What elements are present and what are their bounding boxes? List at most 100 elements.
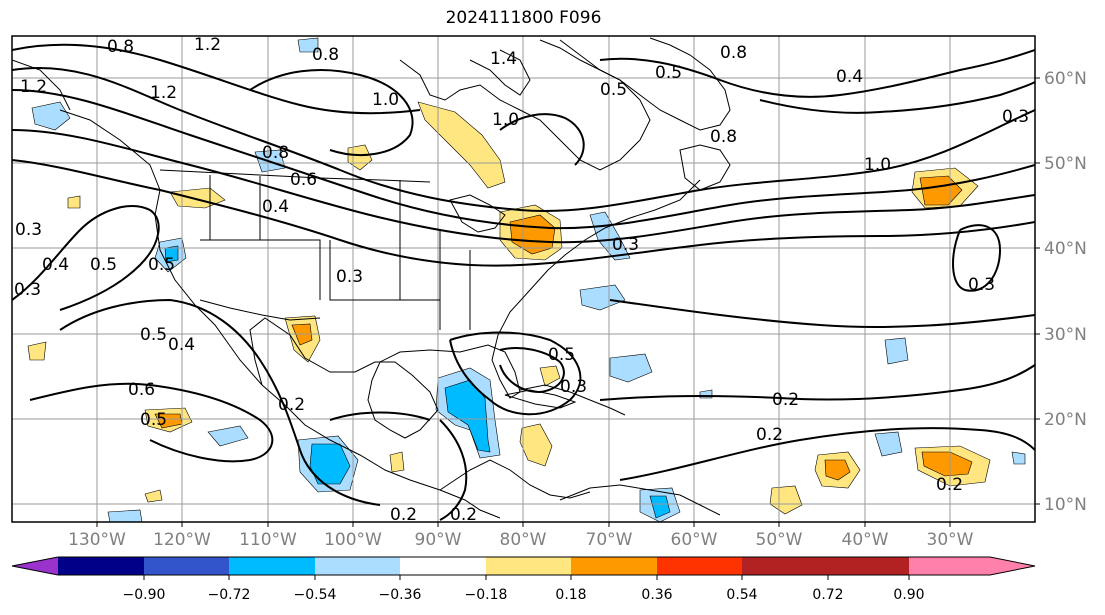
us-state-borders (200, 175, 471, 330)
latitude-label: 60°N (1044, 69, 1087, 89)
contour-label: 0.5 (140, 325, 167, 345)
contour-label: 0.3 (968, 275, 995, 295)
contour-line (759, 81, 1035, 114)
negative-anomaly-patch (297, 37, 319, 53)
contour-label: 0.8 (710, 127, 737, 147)
us-mexico-border (199, 299, 321, 321)
negative-anomaly-patch (207, 425, 249, 447)
colorbar-segment (400, 557, 486, 575)
colorbar-segment (828, 557, 909, 575)
latitude-label: 40°N (1044, 239, 1087, 259)
contour-label: 0.5 (548, 345, 575, 365)
contour-label: 0.2 (390, 505, 417, 525)
negative-anomaly-patch (874, 431, 903, 457)
colorbar-tick-label: −0.18 (465, 587, 508, 603)
longitude-label: 50°W (756, 530, 803, 550)
contour-line (12, 129, 1035, 244)
colorbar: −0.90 −0.72 −0.54 −0.36 −0.18 0.18 0.36 … (11, 556, 1036, 603)
latitude-label: 10°N (1044, 495, 1087, 515)
contour-label: 1.2 (150, 83, 177, 103)
contour-line (609, 299, 1035, 328)
mexico-gulf-coastline (249, 317, 439, 439)
positive-anomaly-patch (417, 101, 506, 189)
colorbar-tick-label: 0.72 (812, 587, 843, 603)
contour-label: 0.8 (262, 143, 289, 163)
coastlines (12, 37, 731, 519)
positive-anomaly-patch (347, 144, 373, 171)
contour-line (12, 67, 1035, 212)
graticule (12, 36, 1035, 522)
colorbar-segment (486, 557, 571, 575)
contour-label: 0.4 (262, 197, 289, 217)
contour-labels: 0.8 1.2 0.8 1.2 1.2 0.8 1.0 1.0 0.8 0.6 … (14, 35, 1029, 525)
contour-line (12, 205, 160, 311)
contour-label: 0.4 (836, 67, 863, 87)
contour-label: 1.0 (492, 110, 519, 130)
contour-label: 1.2 (20, 77, 47, 97)
colorbar-right-extension (990, 557, 1035, 575)
contour-label: 0.6 (290, 170, 317, 190)
contour-label: 0.3 (612, 235, 639, 255)
longitude-label: 110°W (239, 530, 297, 550)
colorbar-segment (58, 557, 144, 575)
latitude-label: 50°N (1044, 154, 1087, 174)
colorbar-segment (909, 557, 990, 575)
shaded-anomalies (27, 37, 1026, 522)
contour-line (449, 331, 582, 416)
negative-anomaly-patch (1011, 451, 1026, 465)
contour-label: 0.2 (278, 395, 305, 415)
colorbar-tick-label: 0.90 (893, 587, 924, 603)
newfoundland (679, 144, 731, 191)
contour-label: 1.0 (372, 90, 399, 110)
longitude-label: 120°W (153, 530, 211, 550)
central-america (439, 459, 591, 499)
contour-label: 0.3 (14, 280, 41, 300)
positive-anomaly-patch (389, 451, 405, 473)
colorbar-left-extension (12, 557, 58, 575)
contour-line (329, 411, 431, 421)
north-america-coastline (59, 109, 501, 519)
positive-anomaly-patch (27, 341, 47, 361)
positive-anomaly-patch (769, 485, 803, 515)
us-canada-border (159, 169, 431, 183)
contour-lines (12, 43, 1035, 521)
positive-anomaly-patch (539, 365, 561, 387)
contour-label: 1.2 (194, 35, 221, 55)
contour-label: 0.5 (655, 63, 682, 83)
contour-line (619, 427, 1035, 481)
contour-label: 0.8 (107, 37, 134, 57)
contour-label: 0.2 (936, 475, 963, 495)
contour-line (499, 347, 565, 394)
contour-line (59, 298, 381, 506)
contour-line (29, 382, 274, 463)
negative-anomaly-patch (649, 495, 671, 519)
contour-label: 1.4 (490, 49, 517, 69)
contour-line (952, 224, 1002, 292)
contour-label: 0.3 (336, 267, 363, 287)
contour-line (599, 49, 1035, 98)
contour-line (599, 364, 1035, 401)
contour-label: 0.5 (148, 255, 175, 275)
contour-label: 1.0 (864, 155, 891, 175)
caribbean-islands (519, 384, 626, 416)
colorbar-tick-label: 0.54 (726, 587, 757, 603)
contour-line (12, 43, 421, 115)
colorbar-ticks (143, 575, 910, 580)
greenland-coast (559, 37, 731, 131)
colorbar-segment (315, 557, 400, 575)
positive-anomaly-patch (919, 175, 963, 206)
contour-line (499, 113, 585, 166)
positive-anomaly-patch (824, 459, 851, 481)
colorbar-tick-label: −0.36 (379, 587, 422, 603)
longitude-label: 30°W (927, 530, 974, 550)
hudson-bay (469, 49, 531, 96)
alaska-coast (12, 59, 71, 111)
longitude-label: 130°W (68, 530, 126, 550)
latitude-label: 30°N (1044, 325, 1087, 345)
positive-anomaly-patch (144, 489, 163, 503)
colorbar-tick-label: −0.72 (208, 587, 251, 603)
great-lakes (449, 194, 506, 233)
contour-label: 0.5 (140, 410, 167, 430)
colorbar-segment (144, 557, 229, 575)
